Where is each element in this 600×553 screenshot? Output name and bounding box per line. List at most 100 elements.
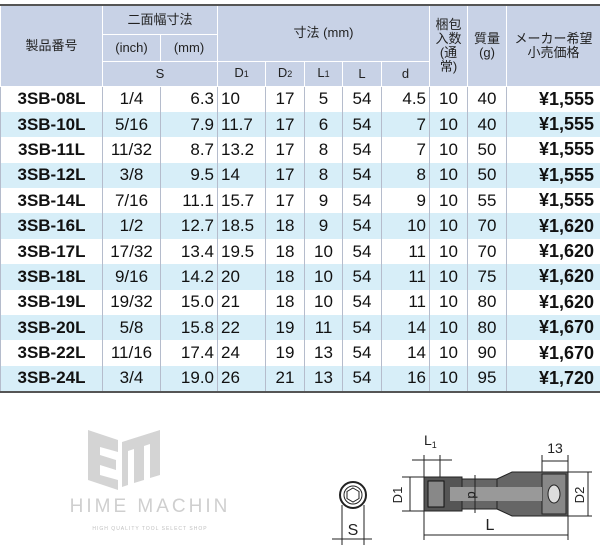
cell-price: ¥1,670 bbox=[506, 315, 600, 341]
table-row: 3SB-10L 5/16 7.9 11.7 17 6 54 7 10 40 ¥1,555 bbox=[0, 111, 600, 138]
cell-mm: 7.9 bbox=[159, 111, 219, 138]
table-row: 3SB-20L 5/8 15.8 22 19 11 54 14 10 80 ¥1,670 bbox=[0, 315, 600, 341]
cell-code: 3SB-12L bbox=[0, 162, 103, 189]
table-row: 3SB-16L 1/2 12.7 18.5 18 9 54 10 10 70 ¥1,620 bbox=[0, 213, 600, 239]
cell-qty: 10 bbox=[429, 111, 469, 138]
cell-inch: 11/16 bbox=[102, 340, 161, 366]
cell-g: 90 bbox=[467, 340, 508, 366]
cell-l: 54 bbox=[342, 162, 383, 189]
cell-qty: 10 bbox=[429, 289, 469, 316]
cell-inch: 9/16 bbox=[102, 264, 161, 290]
cell-qty: 10 bbox=[429, 137, 469, 163]
cell-d2: 18 bbox=[265, 289, 306, 316]
cell-l: 54 bbox=[342, 264, 383, 290]
cell-d1: 22 bbox=[217, 315, 267, 341]
cell-mm: 19.0 bbox=[159, 365, 219, 393]
cell-mm: 9.5 bbox=[159, 162, 219, 189]
cell-qty: 10 bbox=[429, 162, 469, 189]
cell-qty: 10 bbox=[429, 365, 469, 393]
cell-d1: 11.7 bbox=[217, 111, 267, 138]
logo-tagline: HIGH QUALITY TOOL SELECT SHOP bbox=[92, 526, 207, 532]
cell-d2: 17 bbox=[265, 188, 306, 214]
header-d: d bbox=[381, 60, 431, 87]
cell-l1: 8 bbox=[304, 162, 344, 189]
cell-d1: 24 bbox=[217, 340, 267, 366]
header-product-code: 製品番号 bbox=[0, 4, 103, 87]
cell-inch: 1/4 bbox=[102, 86, 161, 112]
table-row: 3SB-17L 17/32 13.4 19.5 18 10 54 11 10 70 ¥1,620 bbox=[0, 238, 600, 265]
cell-mm: 13.4 bbox=[159, 238, 219, 265]
svg-text:S: S bbox=[348, 522, 359, 539]
table-row: 3SB-19L 19/32 15.0 21 18 10 54 11 10 80 ¥1,620 bbox=[0, 289, 600, 316]
cell-d2: 17 bbox=[265, 162, 306, 189]
header-pack-qty: 梱包入数(通常) bbox=[429, 4, 469, 87]
cell-l1: 10 bbox=[304, 289, 344, 316]
cell-price: ¥1,620 bbox=[506, 289, 600, 316]
cell-d2: 17 bbox=[265, 86, 306, 112]
header-weight: 質量(g) bbox=[467, 4, 508, 87]
cell-g: 50 bbox=[467, 162, 508, 189]
cell-g: 50 bbox=[467, 137, 508, 163]
cell-code: 3SB-10L bbox=[0, 111, 103, 138]
cell-code: 3SB-24L bbox=[0, 365, 103, 393]
cell-l: 54 bbox=[342, 289, 383, 316]
cell-l: 54 bbox=[342, 111, 383, 138]
cell-d2: 18 bbox=[265, 264, 306, 290]
cell-d: 9 bbox=[381, 188, 431, 214]
cell-inch: 3/8 bbox=[102, 162, 161, 189]
cell-g: 80 bbox=[467, 289, 508, 316]
cell-d: 4.5 bbox=[381, 86, 431, 112]
cell-code: 3SB-22L bbox=[0, 340, 103, 366]
cell-code: 3SB-11L bbox=[0, 137, 103, 163]
cell-d: 7 bbox=[381, 111, 431, 138]
cell-d2: 19 bbox=[265, 340, 306, 366]
cell-l: 54 bbox=[342, 340, 383, 366]
cell-g: 75 bbox=[467, 264, 508, 290]
cell-d2: 17 bbox=[265, 111, 306, 138]
cell-inch: 5/8 bbox=[102, 315, 161, 341]
cell-price: ¥1,555 bbox=[506, 111, 600, 138]
cell-l: 54 bbox=[342, 86, 383, 112]
cell-mm: 15.0 bbox=[159, 289, 219, 316]
svg-text:D2: D2 bbox=[572, 487, 587, 504]
cell-d2: 19 bbox=[265, 315, 306, 341]
cell-code: 3SB-16L bbox=[0, 213, 103, 239]
cell-inch: 5/16 bbox=[102, 111, 161, 138]
cell-price: ¥1,670 bbox=[506, 340, 600, 366]
cell-inch: 17/32 bbox=[102, 238, 161, 265]
table-row: 3SB-24L 3/4 19.0 26 21 13 54 16 10 95 ¥1,720 bbox=[0, 365, 600, 393]
cell-d: 11 bbox=[381, 289, 431, 316]
cell-price: ¥1,555 bbox=[506, 162, 600, 189]
cell-d1: 19.5 bbox=[217, 238, 267, 265]
cell-l1: 9 bbox=[304, 213, 344, 239]
cell-d1: 26 bbox=[217, 365, 267, 393]
cell-price: ¥1,555 bbox=[506, 188, 600, 214]
cell-price: ¥1,555 bbox=[506, 137, 600, 163]
header-l: L bbox=[342, 60, 383, 87]
cell-l: 54 bbox=[342, 137, 383, 163]
cell-l1: 13 bbox=[304, 365, 344, 393]
cell-g: 70 bbox=[467, 213, 508, 239]
cell-d2: 17 bbox=[265, 137, 306, 163]
header-inch: (inch) bbox=[102, 33, 161, 62]
cell-price: ¥1,620 bbox=[506, 264, 600, 290]
cell-l1: 5 bbox=[304, 86, 344, 112]
cell-code: 3SB-08L bbox=[0, 86, 103, 112]
cell-d2: 21 bbox=[265, 365, 306, 393]
cell-g: 40 bbox=[467, 111, 508, 138]
cell-mm: 14.2 bbox=[159, 264, 219, 290]
cell-qty: 10 bbox=[429, 86, 469, 112]
cell-l: 54 bbox=[342, 188, 383, 214]
cell-d: 14 bbox=[381, 315, 431, 341]
header-dimensions: 寸法 (mm) bbox=[217, 4, 431, 62]
cell-d1: 13.2 bbox=[217, 137, 267, 163]
table-row: 3SB-14L 7/16 11.1 15.7 17 9 54 9 10 55 ¥1,555 bbox=[0, 188, 600, 214]
cell-price: ¥1,720 bbox=[506, 365, 600, 393]
header-d1: D1 bbox=[217, 60, 267, 87]
logo-name: EHIME MACHINE bbox=[70, 496, 230, 517]
cell-d1: 18.5 bbox=[217, 213, 267, 239]
cell-d: 10 bbox=[381, 213, 431, 239]
cell-d1: 20 bbox=[217, 264, 267, 290]
cell-price: ¥1,555 bbox=[506, 86, 600, 112]
header-width-across-flats: 二面幅寸法 bbox=[101, 4, 219, 35]
